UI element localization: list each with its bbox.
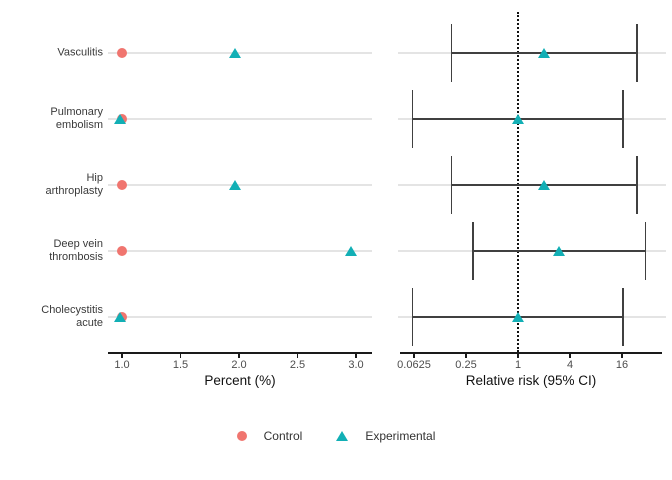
legend-label-control: Control bbox=[263, 429, 303, 443]
category-label: Hip arthroplasty bbox=[45, 172, 103, 197]
rr-point bbox=[538, 48, 550, 58]
control-circle-icon bbox=[236, 431, 247, 441]
x-tick-label: 0.0625 bbox=[397, 359, 431, 371]
legend-label-experimental: Experimental bbox=[365, 429, 436, 443]
experimental-point bbox=[229, 48, 242, 58]
category-label: Cholecystitis acute bbox=[41, 304, 103, 329]
experimental-point bbox=[345, 246, 358, 256]
ci-low-cap bbox=[450, 156, 453, 214]
x-axis-tick bbox=[296, 354, 299, 358]
experimental-triangle-icon bbox=[336, 431, 349, 441]
x-tick-label: 1.0 bbox=[114, 359, 130, 371]
ci-low-cap bbox=[411, 288, 414, 346]
control-point bbox=[117, 48, 127, 58]
ci-high-cap bbox=[636, 24, 638, 82]
reference-line bbox=[517, 12, 519, 352]
ci-low-cap bbox=[472, 222, 474, 280]
x-tick-label: 3.0 bbox=[348, 359, 364, 371]
row-gridline bbox=[108, 250, 372, 252]
x-tick-label: 1.5 bbox=[172, 359, 189, 371]
x-axis-tick bbox=[465, 354, 467, 358]
right-panel-axis-title: Relative risk (95% CI) bbox=[465, 373, 597, 388]
control-point bbox=[117, 246, 127, 256]
x-axis-tick bbox=[413, 354, 415, 358]
x-axis-tick bbox=[355, 354, 357, 358]
category-label: Deep vein thrombosis bbox=[49, 238, 103, 263]
right-panel-x-axis-line bbox=[400, 352, 662, 354]
rr-point bbox=[512, 114, 524, 124]
x-tick-label: 16 bbox=[615, 359, 629, 371]
row-gridline bbox=[108, 118, 372, 120]
experimental-point bbox=[113, 312, 126, 322]
x-axis-tick bbox=[179, 354, 182, 358]
experimental-point bbox=[113, 114, 126, 124]
x-tick-label: 4 bbox=[566, 359, 574, 371]
category-label: Pulmonary embolism bbox=[50, 106, 103, 131]
left-panel-x-axis-line bbox=[108, 352, 372, 354]
legend-item-control: Control bbox=[236, 429, 303, 443]
control-point bbox=[117, 180, 127, 190]
x-axis-tick bbox=[569, 354, 571, 358]
x-tick-label: 2.0 bbox=[231, 359, 247, 371]
ci-low-cap bbox=[450, 24, 453, 82]
x-tick-label: 0.25 bbox=[455, 359, 477, 371]
ci-high-cap bbox=[636, 156, 638, 214]
x-axis-tick bbox=[121, 354, 123, 358]
ci-low-cap bbox=[411, 90, 414, 148]
experimental-point bbox=[229, 180, 242, 190]
left-panel-axis-title: Percent (%) bbox=[204, 373, 276, 388]
ci-high-cap bbox=[644, 222, 647, 280]
x-axis-tick bbox=[238, 354, 240, 358]
category-label: Vasculitis bbox=[57, 46, 103, 59]
rr-point bbox=[538, 180, 550, 190]
x-axis-tick bbox=[517, 354, 519, 358]
x-axis-tick bbox=[621, 354, 623, 358]
x-tick-label: 1 bbox=[514, 359, 522, 371]
ci-high-cap bbox=[622, 90, 624, 148]
legend-item-experimental: Experimental bbox=[336, 429, 435, 443]
row-gridline bbox=[108, 316, 372, 318]
x-tick-label: 2.5 bbox=[289, 359, 306, 371]
rr-point bbox=[553, 246, 566, 256]
rr-point bbox=[512, 312, 524, 322]
ci-high-cap bbox=[622, 288, 624, 346]
legend: Control Experimental bbox=[0, 429, 672, 443]
